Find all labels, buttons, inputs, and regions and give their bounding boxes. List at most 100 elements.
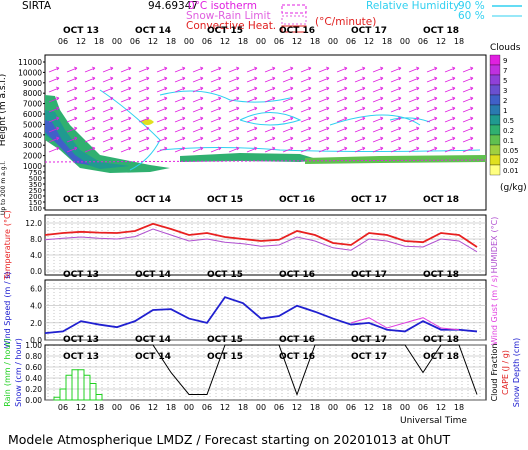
hour-label: 12 [148,403,158,412]
hour-label: 12 [292,403,302,412]
height-tick-label: 1000 [23,162,42,171]
day-label: OCT 14 [135,270,171,280]
wind-arrow [444,76,456,83]
wind-arrow [282,86,294,93]
axis-label: Wind Gust (m / s) [490,275,499,345]
wind-arrow [462,66,474,73]
wind-arrow [48,136,60,143]
colorbar-swatch [489,114,501,126]
wind-arrow [120,76,132,83]
colorbar-unit: (g/kg) [500,183,527,193]
wind-arrow [120,116,132,123]
colorbar-swatch [489,124,501,136]
hour-label: 06 [418,403,428,412]
wind-arrow [138,66,150,73]
wind-arrow [354,146,366,153]
day-label: OCT 13 [63,26,99,36]
wind-arrow [300,86,312,93]
wind-arrow [246,96,258,103]
wind-arrow [84,96,96,103]
wind-arrow [210,126,222,133]
wind-arrow [210,86,222,93]
station: SIRTA [22,0,52,12]
wind-arrow [462,126,474,133]
wind-arrow [156,126,168,133]
hour-label: 12 [364,403,374,412]
height-tick-label: 6000 [23,110,42,119]
wind-arrow [372,96,384,103]
height-tick-label: 3000 [23,141,42,150]
hour-label: 00 [112,403,122,412]
wind-arrow [354,126,366,133]
colorbar-swatch [489,134,501,146]
wind-arrow [138,126,150,133]
wind-arrow [192,126,204,133]
colorbar-label: 0.05 [503,147,519,155]
wind-arrow [48,116,60,123]
wind-arrow [246,146,258,153]
convective-label: Convective Heat. [186,20,276,32]
wind-arrow [138,106,150,113]
day-label: OCT 18 [423,270,459,280]
wind-arrow [246,116,258,123]
wind-arrow [210,96,222,103]
hour-label: 12 [364,37,374,46]
wind-arrow [282,126,294,133]
wind-arrow [426,146,438,153]
wind-arrow [228,86,240,93]
wind-arrow [66,76,78,83]
day-label: OCT 17 [351,195,387,205]
series-unit: (m / s) [3,272,12,298]
wind-arrow [354,136,366,143]
wind-arrow [156,66,168,73]
y-tick-label: 4.0 [30,251,42,260]
wind-arrow [300,126,312,133]
wind-arrow [48,96,60,103]
wind-arrow [174,66,186,73]
hour-label: 00 [184,37,194,46]
wind-arrow [156,86,168,93]
hour-label: 00 [256,403,266,412]
height-tick-label: 200 [29,193,42,201]
isotherm-label: 0°C isotherm [188,0,257,12]
wind-arrow [372,146,384,153]
wind-arrow [192,146,204,153]
height-tick-label: 2000 [23,152,42,161]
wind-arrow [84,66,96,73]
wind-arrow [390,106,402,113]
height-tick-label: 11000 [18,58,42,67]
wind-arrow [462,106,474,113]
day-label: OCT 13 [63,352,99,362]
wind-arrow [282,116,294,123]
wind-arrow [372,76,384,83]
wind-arrow [138,76,150,83]
height-tick-label: 5000 [23,120,42,129]
wind-arrow [210,76,222,83]
day-label: OCT 15 [207,335,243,345]
hour-label: 00 [256,37,266,46]
colorbar-swatch [489,104,501,116]
wind-arrow [408,126,420,133]
wind-arrow [66,106,78,113]
wind-arrow [48,126,60,133]
series-line [44,296,478,335]
colorbar-swatch [489,84,501,96]
hour-label: 18 [382,403,392,412]
height-tick-label: 10000 [18,68,42,77]
y-tick-label: 0.20 [25,385,42,394]
wind-arrow [426,66,438,73]
wind-arrow [408,76,420,83]
colorbar-label: 0.2 [503,127,514,135]
wind-arrow [84,126,96,133]
wind-arrow [426,106,438,113]
series-unit: (m / s) [490,275,499,301]
wind-arrow [192,76,204,83]
wind-arrow [192,136,204,143]
wind-arrow [300,66,312,73]
wind-arrow [264,146,276,153]
wind-arrow [174,86,186,93]
wind-arrow [102,126,114,133]
series-name: Cloud [490,379,499,402]
day-label: OCT 13 [63,335,99,345]
wind-arrow [318,146,330,153]
